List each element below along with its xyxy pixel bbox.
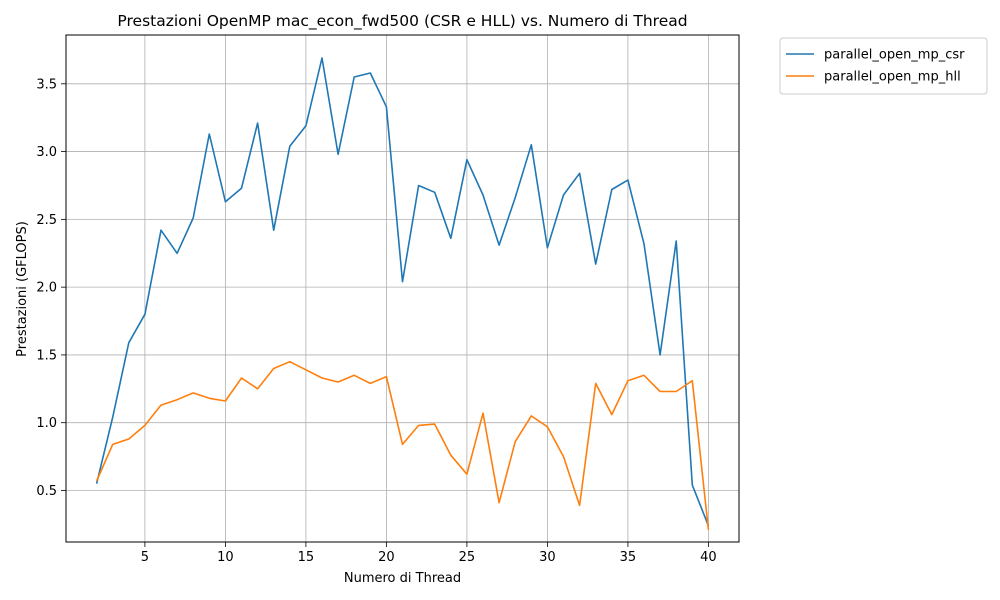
y-tick-label: 1.5 xyxy=(36,348,57,363)
x-axis-label: Numero di Thread xyxy=(344,571,461,586)
y-tick-label: 3.5 xyxy=(36,77,57,92)
y-tick-label: 2.0 xyxy=(36,281,57,296)
x-tick-label: 20 xyxy=(378,550,395,565)
legend-label: parallel_open_mp_hll xyxy=(824,70,961,85)
y-tick-label: 2.5 xyxy=(36,213,57,228)
y-tick-label: 0.5 xyxy=(36,484,57,499)
legend: parallel_open_mp_csr parallel_open_mp_hll xyxy=(779,37,988,95)
legend-box xyxy=(779,37,988,95)
x-tick-label: 35 xyxy=(620,550,637,565)
series-lines xyxy=(95,57,710,530)
series-line-parallel_open_mp_hll xyxy=(95,360,710,530)
x-tick-label: 5 xyxy=(141,550,149,565)
y-tick-label: 1.0 xyxy=(36,416,57,431)
plot-area-frame xyxy=(65,34,740,543)
chart-title: Prestazioni OpenMP mac_econ_fwd500 (CSR … xyxy=(117,12,687,31)
x-tick-label: 30 xyxy=(539,550,556,565)
y-axis-label: Prestazioni (GFLOPS) xyxy=(15,221,30,357)
x-tick-label: 40 xyxy=(700,550,717,565)
grid xyxy=(66,35,739,542)
legend-label: parallel_open_mp_csr xyxy=(824,48,965,63)
x-tick-label: 15 xyxy=(298,550,315,565)
y-axis: 0.5 1.0 1.5 2.0 2.5 3.0 3.5 xyxy=(36,77,66,499)
x-axis: 5 10 15 20 25 30 35 40 xyxy=(141,542,717,565)
x-tick-label: 10 xyxy=(217,550,234,565)
y-tick-label: 3.0 xyxy=(36,145,57,160)
x-tick-label: 25 xyxy=(459,550,476,565)
series-line-parallel_open_mp_csr xyxy=(95,57,710,526)
